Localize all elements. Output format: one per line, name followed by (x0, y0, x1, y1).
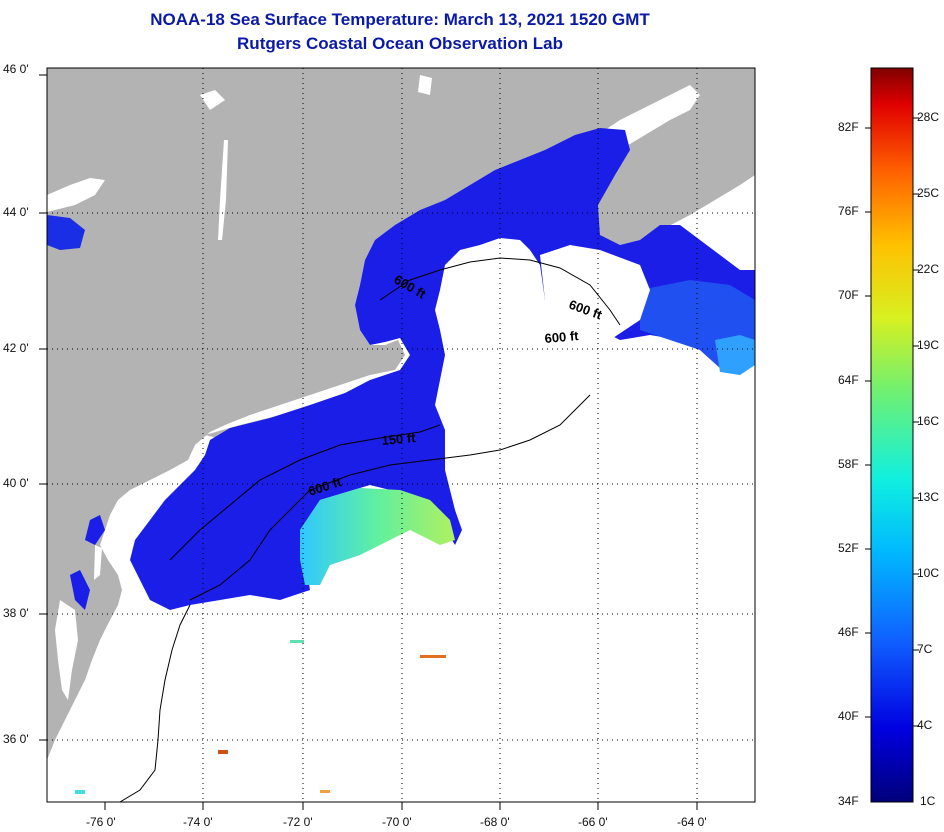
lat-label: 46 0' (3, 62, 29, 76)
lat-label: 40 0' (3, 476, 29, 490)
warm-speck (290, 640, 304, 643)
colorbar-c-label: 22C (917, 262, 940, 276)
lat-label: 36 0' (3, 732, 29, 746)
sst-warm-patch (300, 488, 455, 585)
contour-label: 150 ft (381, 430, 417, 448)
lon-label: -68 0' (480, 815, 510, 829)
lake-moosehead (418, 75, 432, 95)
contour-label: 600 ft (544, 328, 580, 346)
warm-speck (75, 790, 85, 794)
colorbar-f-label: 46F (838, 625, 859, 639)
colorbar-f-label: 52F (838, 541, 859, 555)
colorbar-f-label: 34F (838, 794, 859, 808)
sst-gulf-of-maine (130, 128, 755, 610)
colorbar-c-label: 28C (917, 110, 940, 124)
lon-label: -74 0' (183, 815, 213, 829)
land-north-america (47, 68, 755, 760)
contour-150ft (169, 424, 441, 561)
delaware-river (94, 545, 102, 580)
colorbar-f-label: 70F (838, 288, 859, 302)
axis-ticks (39, 74, 698, 810)
colorbar-f-label: 82F (838, 120, 859, 134)
warm-speck (218, 750, 228, 754)
contour-600ft (189, 394, 591, 601)
chesapeake-bay (55, 600, 78, 700)
colorbar-c-label: 4C (917, 718, 933, 732)
lon-label: -66 0' (578, 815, 608, 829)
colorbar-c-label: 1C (920, 794, 936, 808)
contour-gulf (379, 257, 621, 326)
colorbar-ticks (865, 117, 919, 727)
lake-champlain (218, 140, 228, 240)
lat-label: 44 0' (3, 205, 29, 219)
colorbar-c-label: 10C (917, 566, 940, 580)
coastline-outline (119, 604, 191, 802)
warm-speck (320, 790, 330, 793)
lon-label: -72 0' (283, 815, 313, 829)
sst-chesapeake (70, 570, 90, 610)
plot-frame (46, 67, 756, 803)
land-nova-scotia (600, 150, 755, 245)
colorbar-f-label: 76F (838, 204, 859, 218)
lake-white (200, 90, 225, 110)
lat-label: 42 0' (3, 341, 29, 355)
colorbar-f-label: 58F (838, 457, 859, 471)
cloud-gap (540, 245, 650, 340)
lon-label: -70 0' (382, 815, 412, 829)
sst-delaware-bay (85, 515, 105, 545)
colorbar (870, 67, 914, 803)
colorbar-f-label: 40F (838, 709, 859, 723)
warm-speck (420, 655, 446, 658)
lake-ontario-sst (47, 215, 85, 250)
map-title: NOAA-18 Sea Surface Temperature: March 1… (150, 10, 650, 29)
gridlines (47, 68, 755, 802)
lon-label: -76 0' (86, 815, 116, 829)
sst-offshore-cyan (715, 335, 755, 375)
lat-label: 38 0' (3, 606, 29, 620)
colorbar-c-label: 19C (917, 338, 940, 352)
map-subtitle: Rutgers Coastal Ocean Observation Lab (237, 34, 563, 53)
lake-ontario (47, 178, 105, 212)
colorbar-c-label: 7C (917, 642, 933, 656)
colorbar-f-label: 64F (838, 373, 859, 387)
lon-label: -64 0' (677, 815, 707, 829)
colorbar-c-label: 25C (917, 186, 940, 200)
colorbar-c-label: 13C (917, 490, 940, 504)
colorbar-c-label: 16C (917, 414, 940, 428)
